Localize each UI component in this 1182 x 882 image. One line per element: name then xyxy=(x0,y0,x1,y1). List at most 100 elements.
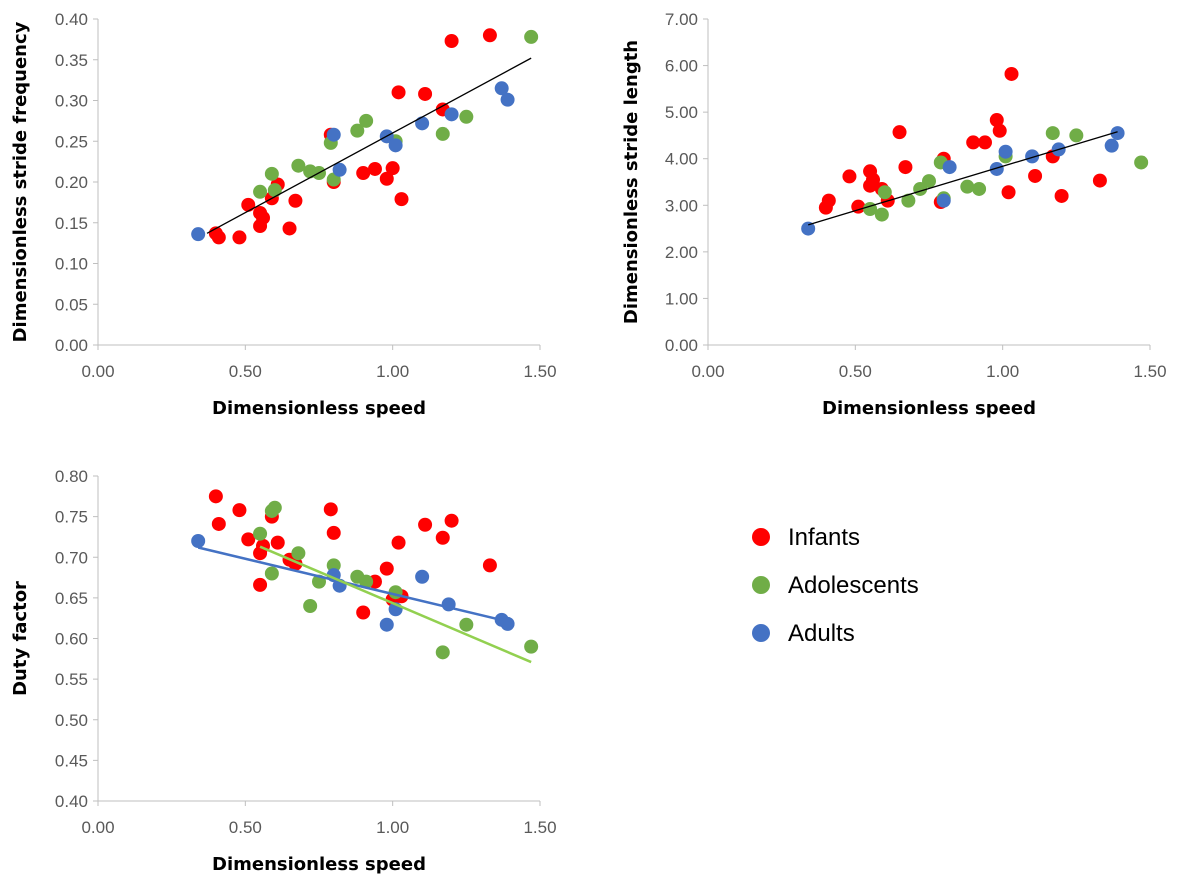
y-tick-label: 6.00 xyxy=(665,57,698,76)
data-point-adolescents xyxy=(435,645,450,660)
y-tick-label: 3.00 xyxy=(665,196,698,215)
data-point-infants xyxy=(356,166,371,181)
data-point-adults xyxy=(801,221,816,236)
data-point-infants xyxy=(356,605,371,620)
data-point-infants xyxy=(444,513,459,528)
x-tick-label: 0.50 xyxy=(839,362,872,381)
data-point-infants xyxy=(821,193,836,208)
data-point-infants xyxy=(211,230,226,245)
x-tick-label: 1.00 xyxy=(376,818,409,837)
x-tick-label: 0.00 xyxy=(81,362,114,381)
data-point-infants xyxy=(482,558,497,573)
x-tick-label: 1.00 xyxy=(376,362,409,381)
series-adults xyxy=(801,126,1125,236)
data-point-infants xyxy=(1028,168,1043,183)
chart-stride-frequency: 0.00 0.05 0.10 0.15 0.20 0.25 0.30 0.35 0.40 0.00… xyxy=(10,10,557,419)
data-point-adults xyxy=(500,616,515,631)
x-axis-title: Dimensionless speed xyxy=(822,398,1036,419)
data-point-infants xyxy=(444,34,459,49)
data-point-infants xyxy=(256,210,271,225)
series-adults xyxy=(191,81,515,242)
data-point-adolescents xyxy=(972,181,987,196)
y-tick-label: 4.00 xyxy=(665,150,698,169)
data-point-infants xyxy=(394,192,409,207)
data-point-infants xyxy=(391,535,406,550)
data-point-adolescents xyxy=(267,183,282,198)
y-tick-label: 0.80 xyxy=(55,467,88,486)
data-point-infants xyxy=(977,135,992,150)
y-tick-label: 0.35 xyxy=(55,51,88,70)
data-point-adults xyxy=(1104,138,1119,153)
data-point-infants xyxy=(232,230,247,245)
data-point-adolescents xyxy=(253,526,268,541)
data-point-adolescents xyxy=(1045,126,1060,141)
data-point-infants xyxy=(270,535,285,550)
infants-marker-icon xyxy=(752,528,770,546)
series-infants xyxy=(818,66,1107,215)
y-tick-label: 0.75 xyxy=(55,508,88,527)
data-point-adults xyxy=(942,160,957,175)
x-tick-label: 1.50 xyxy=(523,362,556,381)
data-point-infants xyxy=(966,135,981,150)
data-point-adults xyxy=(332,162,347,177)
data-point-adults xyxy=(1110,126,1125,141)
data-point-adolescents xyxy=(253,184,268,199)
data-point-adolescents xyxy=(291,158,306,173)
data-point-infants xyxy=(898,160,913,175)
x-tick-label: 0.50 xyxy=(229,818,262,837)
y-tick-label: 0.40 xyxy=(55,10,88,29)
data-point-adults xyxy=(191,227,206,242)
data-point-adults xyxy=(936,193,951,208)
data-point-adults xyxy=(998,144,1013,159)
legend-item-adolescents: Adolescents xyxy=(752,572,919,599)
chart-duty-factor: 0.40 0.45 0.50 0.55 0.60 0.65 0.70 0.75 0.80 0.00… xyxy=(10,467,557,875)
data-point-infants xyxy=(379,561,394,576)
data-point-infants xyxy=(288,193,303,208)
data-point-infants xyxy=(1092,173,1107,188)
series-infants xyxy=(208,489,497,620)
y-tick-label: 1.00 xyxy=(665,289,698,308)
x-tick-label: 0.50 xyxy=(229,362,262,381)
data-point-infants xyxy=(282,221,297,236)
data-point-adults xyxy=(444,107,459,122)
y-tick-label: 7.00 xyxy=(665,10,698,29)
data-point-adolescents xyxy=(303,599,318,613)
data-point-infants xyxy=(241,532,256,547)
y-tick-label: 0.30 xyxy=(55,92,88,111)
data-point-adolescents xyxy=(264,566,279,581)
data-point-infants xyxy=(842,169,857,184)
data-point-infants xyxy=(1054,188,1069,203)
data-point-adolescents xyxy=(524,29,539,44)
data-point-infants xyxy=(892,125,907,140)
adolescents-marker-icon xyxy=(752,576,770,594)
data-point-infants xyxy=(323,502,338,517)
data-point-infants xyxy=(232,503,247,518)
data-point-adolescents xyxy=(524,639,539,654)
data-point-adolescents xyxy=(459,617,474,632)
legend-item-infants: Infants xyxy=(752,524,860,551)
data-point-adolescents xyxy=(435,126,450,141)
y-tick-label: 0.65 xyxy=(55,589,88,608)
data-point-infants xyxy=(866,172,881,187)
data-point-adults xyxy=(1025,149,1040,164)
y-axis-title: Dimensionless stride frequency xyxy=(10,21,31,342)
y-tick-label: 0.10 xyxy=(55,255,88,274)
data-point-adults xyxy=(415,569,430,584)
adults-marker-icon xyxy=(752,624,770,642)
data-point-infants xyxy=(211,516,226,531)
data-point-infants xyxy=(208,489,223,504)
y-tick-label: 0.40 xyxy=(55,792,88,811)
y-tick-label: 0.60 xyxy=(55,630,88,649)
data-point-adolescents xyxy=(1134,155,1149,170)
x-tick-label: 1.50 xyxy=(523,818,556,837)
data-point-infants xyxy=(391,85,406,100)
y-tick-label: 0.70 xyxy=(55,548,88,567)
x-tick-label: 0.00 xyxy=(691,362,724,381)
data-point-adolescents xyxy=(877,185,892,200)
data-point-adolescents xyxy=(1069,128,1084,143)
x-tick-label: 1.00 xyxy=(986,362,1019,381)
y-tick-label: 0.05 xyxy=(55,295,88,314)
data-point-adolescents xyxy=(901,193,916,208)
data-point-infants xyxy=(1001,185,1016,200)
